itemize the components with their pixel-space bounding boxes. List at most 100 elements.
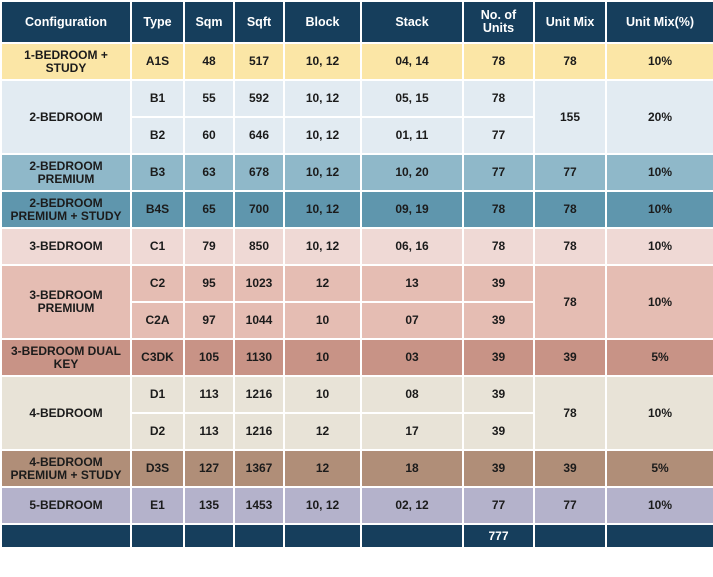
configuration-cell: 4-BEDROOM PREMIUM + STUDY — [0, 449, 132, 488]
sqft-cell: 1367 — [233, 449, 285, 488]
total-spacer — [360, 523, 464, 549]
table-row: 3-BEDROOM DUAL KEY C3DK 105 1130 10 03 39 39 5% — [0, 338, 713, 377]
table-row: 2-BEDROOM PREMIUM + STUDY B4S 65 700 10, 12 0… — [0, 190, 713, 229]
sqm-cell: 127 — [183, 449, 235, 488]
units-cell: 78 — [462, 227, 535, 266]
block-cell: 10 — [283, 301, 362, 340]
column-header: No. of Units — [462, 0, 535, 44]
stack-cell: 10, 20 — [360, 153, 464, 192]
block-cell: 10 — [283, 375, 362, 414]
block-cell: 10, 12 — [283, 79, 362, 118]
column-header: Sqm — [183, 0, 235, 44]
configuration-cell: 2-BEDROOM PREMIUM — [0, 153, 132, 192]
column-header: Stack — [360, 0, 464, 44]
sqft-cell: 592 — [233, 79, 285, 118]
unit-mix-pct-cell: 20% — [605, 79, 713, 155]
column-header: Block — [283, 0, 362, 44]
sqft-cell: 1044 — [233, 301, 285, 340]
stack-cell: 08 — [360, 375, 464, 414]
unit-mix-pct-cell: 5% — [605, 449, 713, 488]
total-spacer — [183, 523, 235, 549]
sqft-cell: 1453 — [233, 486, 285, 525]
stack-cell: 05, 15 — [360, 79, 464, 118]
type-cell: B2 — [130, 116, 185, 155]
total-spacer — [533, 523, 607, 549]
stack-cell: 04, 14 — [360, 42, 464, 81]
column-header: Unit Mix(%) — [605, 0, 713, 44]
stack-cell: 13 — [360, 264, 464, 303]
sqm-cell: 113 — [183, 375, 235, 414]
table-row: 5-BEDROOM E1 135 1453 10, 12 02, 12 77 77 10% — [0, 486, 713, 525]
total-spacer — [605, 523, 713, 549]
configuration-cell: 2-BEDROOM PREMIUM + STUDY — [0, 190, 132, 229]
type-cell: C2 — [130, 264, 185, 303]
configuration-cell: 3-BEDROOM PREMIUM — [0, 264, 132, 340]
stack-cell: 07 — [360, 301, 464, 340]
sqft-cell: 1023 — [233, 264, 285, 303]
unit-mix-cell: 78 — [533, 375, 607, 451]
stack-cell: 02, 12 — [360, 486, 464, 525]
unit-mix-pct-cell: 10% — [605, 264, 713, 340]
column-header: Type — [130, 0, 185, 44]
type-cell: A1S — [130, 42, 185, 81]
units-cell: 78 — [462, 42, 535, 81]
unit-mix-pct-cell: 10% — [605, 42, 713, 81]
table-row: C2A 97 1044 10 07 39 — [1, 301, 713, 340]
column-header: Sqft — [233, 0, 285, 44]
units-cell: 78 — [462, 79, 535, 118]
sqft-cell: 678 — [233, 153, 285, 192]
configuration-cell: 3-BEDROOM DUAL KEY — [0, 338, 132, 377]
block-cell: 10, 12 — [283, 153, 362, 192]
total-spacer — [130, 523, 185, 549]
sqm-cell: 97 — [183, 301, 235, 340]
units-cell: 39 — [462, 375, 535, 414]
type-cell: D1 — [130, 375, 185, 414]
table-body: 1-BEDROOM + STUDY A1S 48 517 10, 12 04, 14 78 7… — [0, 42, 713, 549]
type-cell: C2A — [130, 301, 185, 340]
units-cell: 39 — [462, 301, 535, 340]
unit-mix-cell: 78 — [533, 190, 607, 229]
sqm-cell: 105 — [183, 338, 235, 377]
configuration-cell: 2-BEDROOM — [0, 79, 132, 155]
type-cell: C3DK — [130, 338, 185, 377]
table-row: 2-BEDROOM B1 55 592 10, 12 05, 15 78 155 20% — [0, 79, 713, 155]
table-row: 4-BEDROOM D1 113 1216 10 08 39 78 10% — [0, 375, 713, 451]
sqm-cell: 113 — [183, 412, 235, 451]
unit-mix-cell: 155 — [533, 79, 607, 155]
units-cell: 39 — [462, 338, 535, 377]
sqm-cell: 95 — [183, 264, 235, 303]
units-cell: 39 — [462, 449, 535, 488]
block-cell: 10, 12 — [283, 42, 362, 81]
sqm-cell: 48 — [183, 42, 235, 81]
unit-mix-cell: 39 — [533, 449, 607, 488]
stack-cell: 18 — [360, 449, 464, 488]
unit-mix-cell: 77 — [533, 486, 607, 525]
unit-mix-cell: 77 — [533, 153, 607, 192]
block-cell: 10, 12 — [283, 190, 362, 229]
column-header: Configuration — [0, 0, 132, 44]
sqm-cell: 65 — [183, 190, 235, 229]
unit-mix-pct-cell: 10% — [605, 190, 713, 229]
table-row: 3-BEDROOM PREMIUM C2 95 1023 12 13 39 78 10% — [0, 264, 713, 340]
units-cell: 78 — [462, 190, 535, 229]
table-row: 2-BEDROOM PREMIUM B3 63 678 10, 12 10, 20 77 77… — [0, 153, 713, 192]
total-spacer — [283, 523, 362, 549]
stack-cell: 06, 16 — [360, 227, 464, 266]
stack-cell: 17 — [360, 412, 464, 451]
stack-cell: 03 — [360, 338, 464, 377]
column-header: Unit Mix — [533, 0, 607, 44]
block-cell: 10 — [283, 338, 362, 377]
table-row: B2 60 646 10, 12 01, 11 77 — [1, 116, 713, 155]
type-cell: B4S — [130, 190, 185, 229]
type-cell: D2 — [130, 412, 185, 451]
total-row: 777 — [0, 523, 713, 549]
total-spacer — [233, 523, 285, 549]
block-cell: 12 — [283, 449, 362, 488]
sqft-cell: 517 — [233, 42, 285, 81]
type-cell: B1 — [130, 79, 185, 118]
unit-mix-pct-cell: 10% — [605, 153, 713, 192]
sqft-cell: 1216 — [233, 412, 285, 451]
configuration-cell: 1-BEDROOM + STUDY — [0, 42, 132, 81]
table-row: 4-BEDROOM PREMIUM + STUDY D3S 127 1367 12 18 3… — [0, 449, 713, 488]
